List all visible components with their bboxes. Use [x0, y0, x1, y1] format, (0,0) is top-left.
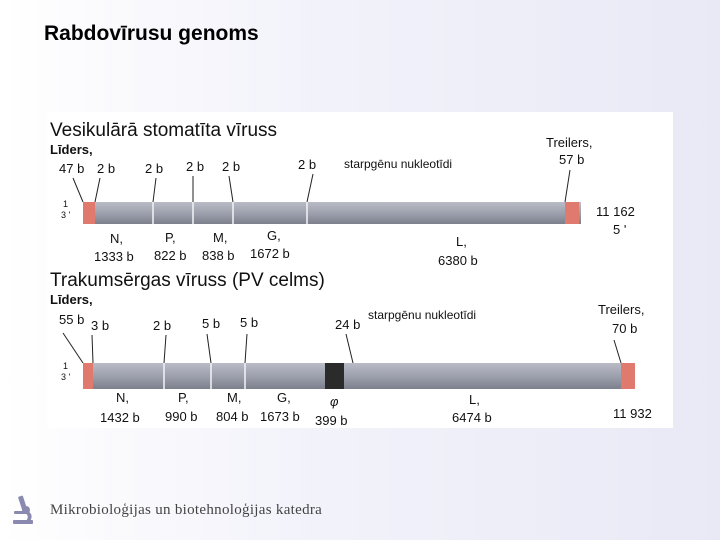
vsv-gene-g-length: 1672 b: [250, 246, 290, 261]
rabies-trailer-label: Treilers,: [598, 302, 644, 317]
vsv-end-1: 1: [63, 199, 68, 209]
rabies-gene-p-length: 990 b: [165, 409, 198, 424]
rabies-genome-bar: [83, 363, 635, 389]
vsv-gene-g: G,: [267, 228, 281, 243]
vsv-title: Vesikulārā stomatīta vīruss: [50, 120, 277, 141]
genome-figure: Vesikulārā stomatīta vīruss Līders, 47 b…: [47, 112, 673, 428]
vsv-gene-p: P,: [165, 230, 176, 245]
rabies-gene-g: G,: [277, 390, 291, 405]
vsv-gene-n: N,: [110, 231, 123, 246]
genome-diagram: Vesikulārā stomatīta vīruss Līders, 47 b…: [50, 120, 652, 428]
rabies-intergenic-4: 5 b: [240, 315, 258, 330]
vsv-gene-l-length: 6380 b: [438, 253, 478, 268]
vsv-gene-p-length: 822 b: [154, 248, 187, 263]
rabies-gene-g-length: 1673 b: [260, 409, 300, 424]
vsv-trailer-segment: [565, 202, 579, 224]
vsv-gene-n-length: 1333 b: [94, 249, 134, 264]
rabies-trailer-length: 70 b: [612, 321, 637, 336]
rabies-gene-n: N,: [116, 390, 129, 405]
rabies-intergenic-5: 24 b: [335, 317, 360, 332]
rabies-gene-l-length: 6474 b: [452, 410, 492, 425]
vsv-intergenic-4: 2 b: [222, 159, 240, 174]
vsv-intergenic-3: 2 b: [186, 159, 204, 174]
vsv-intergenic-label: starpgēnu nukleotīdi: [344, 157, 452, 171]
vsv-genome-bar: [83, 202, 581, 224]
footer-text: Mikrobioloģijas un biotehnoloģijas kated…: [50, 501, 323, 518]
slide-title: Rabdovīrusu genoms: [44, 22, 259, 45]
vsv-trailer-label: Treilers,: [546, 135, 592, 150]
vsv-end-total: 11 162: [596, 204, 635, 219]
rabies-gene-psi-length: 399 b: [315, 413, 348, 428]
rabies-gene-psi: φ: [330, 394, 339, 409]
rabies-intergenic-label: starpgēnu nukleotīdi: [368, 308, 476, 322]
rabies-end-3: 3 ': [61, 372, 71, 382]
rabies-intergenic-1: 3 b: [91, 318, 109, 333]
rabies-gene-n-length: 1432 b: [100, 410, 140, 425]
vsv-trailer-length: 57 b: [559, 152, 584, 167]
vsv-leader-label: Līders,: [50, 142, 93, 157]
vsv-leader-segment: [83, 202, 95, 224]
vsv-gene-l: L,: [456, 234, 467, 249]
vsv-gene-m-length: 838 b: [202, 248, 235, 263]
rabies-leader-length: 55 b: [59, 312, 84, 327]
vsv-end-5: 5 ': [613, 222, 626, 237]
footer: Mikrobioloģijas un biotehnoloģijas kated…: [10, 490, 322, 530]
rabies-intergenic-2: 2 b: [153, 318, 171, 333]
vsv-leader-length: 47 b: [59, 161, 84, 176]
rabies-gene-p: P,: [178, 390, 189, 405]
vsv-pointer-lines: [72, 169, 571, 203]
rabies-leader-label: Līders,: [50, 292, 93, 307]
rabies-gene-m-length: 804 b: [216, 409, 249, 424]
rabies-trailer-segment: [621, 363, 635, 389]
rabies-leader-segment: [83, 363, 93, 389]
vsv-end-3: 3 ': [61, 210, 71, 220]
rabies-end-1: 1: [63, 361, 68, 371]
vsv-gene-m: M,: [213, 230, 227, 245]
rabies-title: Trakumsērgas vīruss (PV celms): [50, 270, 325, 291]
vsv-intergenic-1: 2 b: [97, 161, 115, 176]
rabies-end-total: 11 932: [613, 406, 652, 421]
rabies-pointer-lines: [62, 332, 622, 364]
vsv-intergenic-5: 2 b: [298, 157, 316, 172]
rabies-gene-l: L,: [469, 392, 480, 407]
rabies-psi-segment: [325, 363, 344, 389]
rabies-intergenic-3: 5 b: [202, 316, 220, 331]
rabies-gene-m: M,: [227, 390, 241, 405]
vsv-intergenic-2: 2 b: [145, 161, 163, 176]
microscope-icon: [10, 495, 36, 525]
